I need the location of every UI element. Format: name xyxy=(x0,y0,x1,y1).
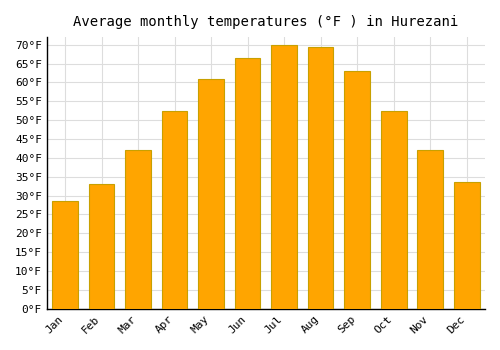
Bar xyxy=(272,45,297,309)
Bar xyxy=(235,58,260,309)
Bar xyxy=(344,71,370,309)
Title: Average monthly temperatures (°F ) in Hurezani: Average monthly temperatures (°F ) in Hu… xyxy=(74,15,458,29)
Bar xyxy=(381,111,406,309)
Bar xyxy=(198,79,224,309)
Bar xyxy=(308,47,334,309)
Bar xyxy=(89,184,114,309)
Bar xyxy=(454,182,479,309)
Bar xyxy=(418,150,443,309)
Bar xyxy=(52,201,78,309)
Bar xyxy=(162,111,188,309)
Bar xyxy=(126,150,151,309)
